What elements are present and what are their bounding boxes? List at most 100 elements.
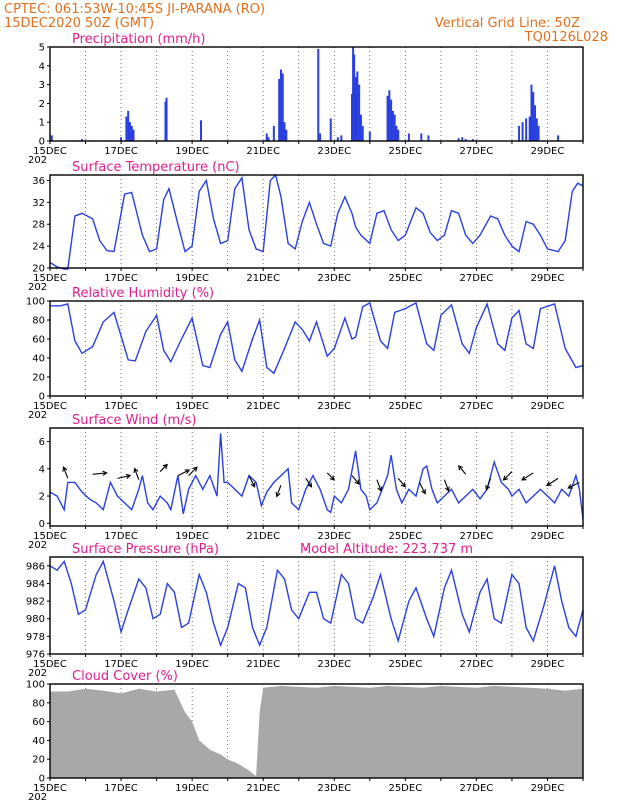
precip-bar	[395, 125, 398, 141]
precip-bar	[461, 137, 464, 141]
x-tick-label: 27DEC	[460, 659, 494, 670]
y-tick-label: 6	[39, 437, 45, 448]
wind-arrow	[188, 466, 198, 477]
x-tick-label: 19DEC	[175, 659, 209, 670]
x-axis-year: 202	[28, 792, 47, 800]
precip-bar	[393, 114, 396, 141]
panel-frame	[49, 174, 584, 269]
wind-arrow-head	[567, 484, 573, 489]
wind-arrow	[326, 472, 335, 481]
y-tick-label: 80	[32, 698, 45, 709]
x-axis-year: 202	[28, 540, 47, 551]
wind-arrow	[134, 468, 140, 480]
x-tick-label: 27DEC	[460, 783, 494, 794]
precip-bar	[532, 92, 535, 141]
wind-arrow	[376, 479, 382, 492]
wind-arrow	[159, 464, 168, 472]
x-tick-label: 23DEC	[317, 783, 351, 794]
y-tick-label: 24	[32, 242, 45, 253]
precip-bar	[457, 138, 460, 141]
x-tick-label: 25DEC	[388, 146, 422, 157]
precip-bar	[420, 133, 423, 141]
precip-bar	[535, 118, 538, 141]
precip-bar	[278, 78, 281, 141]
x-tick-label: 23DEC	[317, 401, 351, 412]
wind-arrow	[248, 475, 256, 488]
panel-title: Surface Wind (m/s)	[72, 413, 196, 428]
x-tick-label: 17DEC	[104, 659, 138, 670]
series-line	[50, 301, 584, 375]
precip-bar	[521, 122, 524, 141]
y-tick-label: 80	[32, 316, 45, 327]
precip-bar	[164, 101, 167, 141]
series-line	[49, 173, 584, 270]
wind-arrow-head	[102, 470, 108, 476]
x-tick-label: 27DEC	[460, 146, 494, 157]
precip-bar	[397, 129, 400, 141]
header-grid-info: Vertical Grid Line: 50Z	[435, 16, 580, 31]
precip-bar	[265, 133, 268, 141]
cloud-cover-area	[50, 685, 583, 778]
precip-bar	[388, 90, 391, 141]
panel-title: Surface Pressure (hPa)	[72, 542, 219, 557]
precip-bar	[427, 135, 430, 141]
precip-bar	[358, 84, 361, 141]
x-tick-label: 15DEC	[33, 531, 67, 542]
x-tick-label: 15DEC	[33, 401, 67, 412]
y-tick-label: 28	[32, 220, 45, 231]
wind-arrow	[63, 466, 69, 479]
panel-title: Surface Temperature (nC)	[72, 160, 240, 175]
precip-bar	[464, 139, 467, 141]
header-location: CPTEC: 061:53W-10:45S JI-PARANA (RO)	[4, 2, 265, 17]
y-tick-label: 100	[26, 680, 45, 691]
precip-bar	[386, 95, 389, 141]
x-tick-label: 19DEC	[175, 531, 209, 542]
precip-bar	[120, 137, 123, 141]
wind-arrow-head	[307, 482, 313, 488]
wind-arrow-head	[444, 486, 450, 492]
wind-arrow-head	[545, 481, 552, 486]
wind-arrow-head	[458, 464, 464, 471]
wind-arrow	[276, 484, 282, 497]
y-tick-label: 3	[39, 80, 45, 91]
precip-bar	[283, 122, 286, 141]
y-tick-label: 2	[39, 99, 45, 110]
x-tick-label: 17DEC	[104, 146, 138, 157]
x-tick-label: 21DEC	[246, 273, 280, 284]
x-tick-label: 21DEC	[246, 659, 280, 670]
wind-arrow	[503, 471, 513, 481]
y-tick-label: 980	[26, 614, 45, 625]
y-tick-label: 20	[32, 373, 45, 384]
precip-bar	[272, 125, 275, 141]
wind-arrow-head	[400, 482, 406, 488]
x-axis-year: 202	[28, 282, 47, 293]
precip-bar	[336, 137, 339, 141]
wind-arrow	[351, 475, 360, 485]
wind-arrow	[117, 475, 131, 479]
precip-bar	[351, 94, 354, 141]
x-tick-label: 29DEC	[531, 659, 565, 670]
x-tick-label: 25DEC	[388, 401, 422, 412]
x-tick-label: 23DEC	[317, 531, 351, 542]
x-tick-label: 27DEC	[460, 273, 494, 284]
wind-arrow-head	[62, 466, 68, 472]
x-tick-label: 23DEC	[317, 659, 351, 670]
precip-bar	[128, 122, 131, 141]
wind-arrow-head	[354, 479, 360, 485]
x-tick-label: 15DEC	[33, 273, 67, 284]
x-tick-label: 27DEC	[460, 531, 494, 542]
precip-bar	[525, 118, 528, 141]
precip-bar	[368, 131, 371, 141]
x-tick-label: 25DEC	[388, 659, 422, 670]
wind-arrow-head	[125, 473, 132, 479]
precip-bar	[352, 47, 355, 141]
y-tick-label: 0	[39, 392, 45, 403]
series-line	[49, 559, 584, 648]
x-tick-label: 29DEC	[531, 401, 565, 412]
precip-bar	[329, 118, 332, 141]
x-tick-label: 15DEC	[33, 659, 67, 670]
x-tick-label: 19DEC	[175, 783, 209, 794]
precip-bar	[354, 77, 357, 141]
panel-5	[47, 556, 584, 657]
